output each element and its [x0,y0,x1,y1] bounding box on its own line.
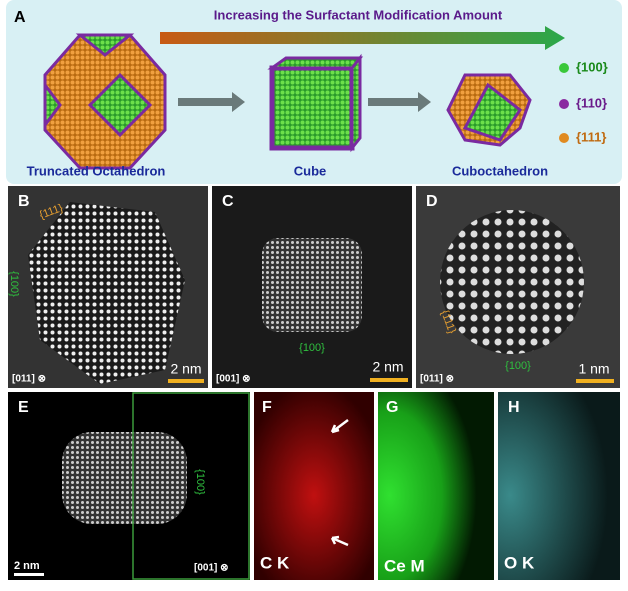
arrow [330,535,349,547]
scale-bar [370,378,408,382]
legend-dot [559,133,569,143]
scale-bar [168,379,204,383]
truncated-octahedron [43,33,167,170]
panel-label: A [14,9,26,26]
element-label: O K [504,553,535,572]
facet-label: {100} [194,469,206,495]
particle [62,432,187,524]
element-label: Ce M [384,556,425,575]
panel-label: G [386,399,398,416]
panel-label: H [508,399,520,416]
arrow-text: Increasing the Surfactant Modification A… [214,7,503,22]
zone-axis: [001] ⊗ [216,374,251,385]
facet-label: {100} [299,342,325,354]
arrow [178,92,245,112]
gradient-arrow [160,26,565,50]
shape-label: Truncated Octahedron [27,163,166,178]
map-region [132,392,250,580]
panel-label: D [426,193,438,210]
zone-axis: [011] ⊗ [420,374,454,385]
panel-label: E [18,399,29,416]
eds-map [378,392,494,580]
particle [262,238,362,332]
panel-label: C [222,193,234,210]
scale-text: 2 nm [372,359,403,375]
eds-map [254,392,374,580]
eds-map [498,392,620,580]
arrow [330,419,349,434]
legend-dot [559,99,569,109]
legend-dot [559,63,569,73]
zone-axis: [011] ⊗ [12,374,46,385]
arrow [368,92,431,112]
particle [440,210,584,354]
scale-text: 2 nm [170,361,201,377]
cube [267,53,364,153]
shape-label: Cuboctahedron [452,163,548,178]
panel-label: B [18,193,30,210]
facet-label: {100} [505,360,531,372]
scale-text: 2 nm [14,560,40,572]
scale-bar [576,379,614,383]
legend-text: {111} [576,129,606,144]
facet-label: {100} [8,271,20,297]
element-label: C K [260,553,290,572]
zone-axis: [001] ⊗ [194,563,229,574]
particle [28,202,185,384]
scale-text: 1 nm [578,361,609,377]
legend-text: {110} [576,95,607,110]
legend-text: {100} [576,59,608,74]
scale-bar [14,573,44,576]
shape-label: Cube [294,163,327,178]
cuboctahedron [446,73,532,147]
panel-label: F [262,399,272,416]
